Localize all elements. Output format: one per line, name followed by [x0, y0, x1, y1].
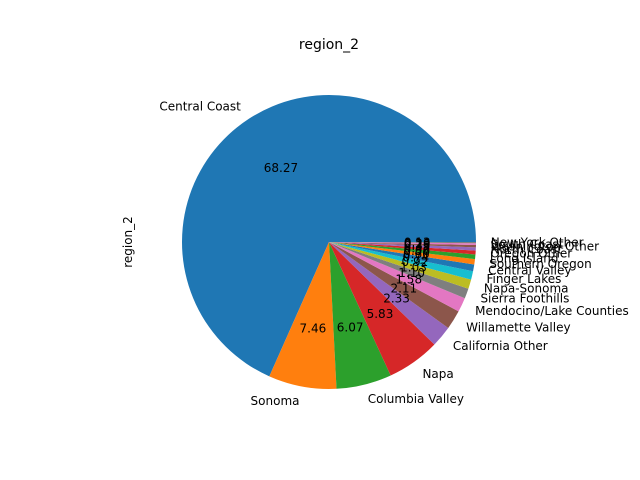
slice-percent-label: 0.60	[403, 247, 430, 261]
slice-category-label: California Other	[453, 339, 548, 353]
pie-slice	[182, 95, 477, 377]
slice-percent-label: 0.92	[402, 255, 429, 269]
pie-slice	[329, 242, 469, 299]
slice-category-label: South Coast	[491, 237, 564, 251]
slice-category-label: Willamette Valley	[466, 321, 570, 335]
slice-category-label: Sonoma	[251, 394, 300, 408]
pie-slice	[329, 242, 476, 260]
slice-category-label: Napa-Sonoma	[484, 281, 569, 295]
pie-slice	[329, 242, 465, 312]
chart-title: region_2	[299, 37, 359, 53]
pie-slice	[329, 242, 435, 376]
slice-category-label: Napa	[422, 367, 453, 381]
pie-slice	[329, 242, 477, 244]
pie-slice	[329, 242, 476, 246]
slice-percent-label: 0.74	[402, 251, 429, 265]
slice-percent-label: 1.10	[398, 266, 425, 280]
slice-category-label: Central Coast	[159, 99, 241, 113]
slice-percent-label: 5.83	[367, 307, 394, 321]
pie-slice	[329, 242, 476, 251]
slice-category-label: Long Island	[490, 251, 559, 265]
pie-slice	[329, 242, 391, 389]
slice-percent-label: 0.25	[404, 238, 431, 252]
slice-category-label: Columbia Valley	[368, 392, 464, 406]
slice-percent-label: 2.33	[383, 292, 410, 306]
pie-slice	[329, 242, 472, 289]
slice-percent-label: 0.42	[404, 241, 431, 255]
pie-slice	[329, 242, 475, 272]
slice-category-label: Finger Lakes	[486, 272, 561, 286]
slice-category-label: Central Valley	[488, 264, 571, 278]
slice-percent-label: 1.03	[400, 260, 427, 274]
slice-percent-label: 1.58	[395, 273, 422, 287]
slice-percent-label: 6.07	[337, 321, 364, 335]
pie-slice	[269, 242, 337, 390]
slice-percent-label: 7.46	[300, 322, 327, 336]
slice-percent-label: 0.20	[404, 236, 431, 250]
slice-category-label: Washington Other	[491, 240, 599, 254]
slice-percent-label: 68.27	[264, 161, 298, 175]
pie-slice	[329, 242, 449, 345]
pie-slices	[182, 95, 477, 390]
pie-slice	[329, 242, 474, 280]
slice-category-label: New York Other	[491, 236, 584, 250]
slice-percent-label: 2.11	[390, 282, 417, 296]
pie-slice	[329, 242, 459, 328]
slice-category-label: North Coast	[491, 243, 563, 257]
slice-category-label: Southern Oregon	[489, 257, 591, 271]
pie-slice	[329, 242, 476, 255]
slice-category-label: Sierra Foothills	[480, 292, 569, 306]
slice-percent-label: 0.50	[403, 244, 430, 258]
slice-percent-label: 0.13	[404, 235, 431, 249]
y-axis-label: region_2	[121, 216, 135, 268]
slice-percent-label: 0.35	[404, 239, 431, 253]
slice-category-label: Mendocino/Lake Counties	[475, 304, 629, 318]
pie-labels: Central Coast 68.27 Sonoma 7.46 Columbia Val…	[159, 99, 628, 408]
slice-category-label: Oregon Other	[490, 247, 572, 261]
pie-slice	[329, 242, 476, 265]
pie-slice	[329, 242, 476, 248]
